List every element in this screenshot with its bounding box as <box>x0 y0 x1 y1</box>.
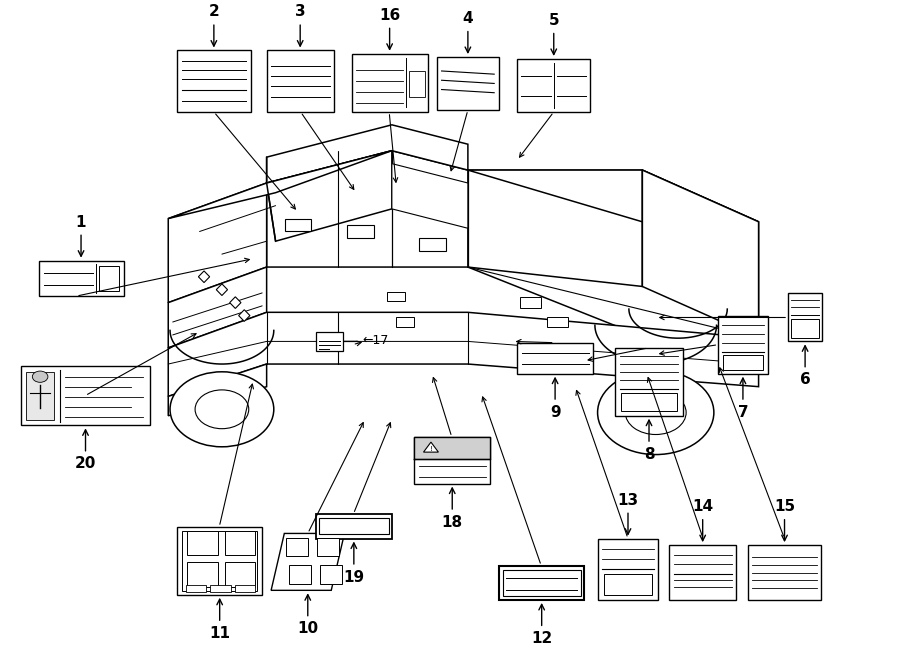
Bar <box>748 545 821 600</box>
Bar <box>225 531 256 555</box>
Polygon shape <box>168 267 266 348</box>
Text: 16: 16 <box>379 8 400 50</box>
Bar <box>410 71 425 97</box>
Text: 6: 6 <box>800 346 811 387</box>
Text: 20: 20 <box>75 430 96 471</box>
Text: 12: 12 <box>531 604 553 646</box>
Bar <box>621 393 677 411</box>
Polygon shape <box>238 310 250 321</box>
Bar <box>235 586 256 592</box>
Circle shape <box>170 371 274 447</box>
Bar <box>39 260 123 296</box>
Bar <box>177 527 262 595</box>
Bar <box>289 565 310 584</box>
Bar <box>616 348 682 416</box>
Bar <box>185 586 206 592</box>
Polygon shape <box>643 170 759 338</box>
Polygon shape <box>168 183 266 303</box>
Polygon shape <box>266 151 468 267</box>
Polygon shape <box>216 284 228 295</box>
Bar <box>211 586 230 592</box>
Bar <box>518 59 590 112</box>
Bar <box>396 317 414 327</box>
Text: 15: 15 <box>774 499 795 541</box>
Bar <box>669 545 736 600</box>
Text: 1: 1 <box>76 215 86 256</box>
Polygon shape <box>392 164 468 228</box>
Bar <box>320 565 341 584</box>
Bar <box>502 570 580 596</box>
Bar <box>718 315 768 373</box>
Text: 14: 14 <box>692 499 713 541</box>
Circle shape <box>32 371 48 382</box>
Bar <box>187 531 218 555</box>
Text: 18: 18 <box>442 488 463 529</box>
Bar <box>598 539 659 600</box>
Polygon shape <box>168 312 759 397</box>
Polygon shape <box>266 151 392 241</box>
Bar <box>500 566 584 600</box>
Polygon shape <box>424 442 438 452</box>
Bar <box>518 342 593 373</box>
Text: !: ! <box>429 446 432 452</box>
Circle shape <box>626 391 686 434</box>
Bar <box>26 372 54 420</box>
Bar <box>266 50 334 112</box>
Text: 13: 13 <box>617 492 639 534</box>
Bar <box>414 437 490 459</box>
Bar <box>791 319 819 338</box>
Bar <box>724 355 762 370</box>
Polygon shape <box>468 170 759 222</box>
Polygon shape <box>271 533 345 590</box>
Bar <box>352 54 428 112</box>
Text: 2: 2 <box>209 5 220 46</box>
Polygon shape <box>198 271 210 282</box>
Text: 7: 7 <box>738 378 748 420</box>
Bar <box>316 332 343 351</box>
Text: 9: 9 <box>550 378 561 420</box>
Bar <box>788 293 822 342</box>
Polygon shape <box>266 125 468 183</box>
Bar <box>21 366 150 426</box>
Bar <box>418 238 446 251</box>
Text: 10: 10 <box>297 595 319 637</box>
Bar <box>604 574 652 595</box>
Bar <box>177 50 250 112</box>
Bar <box>187 563 218 587</box>
Text: 3: 3 <box>295 5 305 46</box>
Text: 11: 11 <box>209 599 230 641</box>
Text: ←17: ←17 <box>363 334 389 346</box>
Circle shape <box>195 390 248 429</box>
Text: 8: 8 <box>644 420 654 462</box>
Bar <box>319 518 389 534</box>
Bar <box>520 297 541 308</box>
Bar <box>414 437 490 484</box>
Bar <box>347 225 374 238</box>
Text: 19: 19 <box>343 543 364 584</box>
Polygon shape <box>168 364 266 416</box>
Bar <box>317 538 338 556</box>
Bar <box>99 266 120 291</box>
Bar <box>183 531 257 591</box>
Bar <box>286 538 308 556</box>
Polygon shape <box>168 151 392 219</box>
Bar <box>436 57 500 110</box>
Text: 5: 5 <box>548 13 559 55</box>
Polygon shape <box>468 170 759 338</box>
Bar <box>546 317 568 327</box>
Bar <box>284 219 311 231</box>
Circle shape <box>598 371 714 455</box>
Text: 4: 4 <box>463 11 473 53</box>
Bar <box>387 292 405 301</box>
Bar <box>225 563 256 587</box>
Bar <box>316 514 392 539</box>
Polygon shape <box>230 297 241 309</box>
